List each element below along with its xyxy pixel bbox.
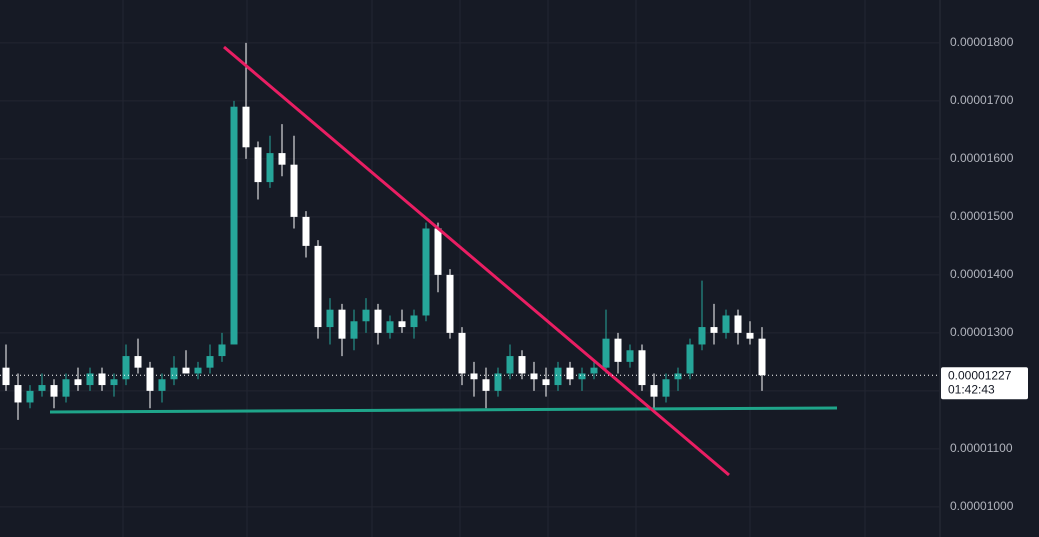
candle-body — [254, 147, 262, 183]
candle-body — [494, 373, 502, 391]
y-tick-label: 0.00001800 — [950, 35, 1014, 49]
candle-body — [26, 390, 34, 403]
candle-body — [686, 344, 694, 374]
candle-body — [182, 367, 190, 374]
candle-body — [542, 379, 550, 386]
support-trendline — [49, 406, 838, 414]
y-tick-label: 0.00001300 — [950, 325, 1014, 339]
y-tick-label: 0.00001100 — [950, 441, 1013, 455]
candle-body — [14, 385, 22, 403]
y-tick-label: 0.00001400 — [950, 267, 1014, 281]
candle-body — [650, 385, 658, 397]
y-tick-label: 0.00001000 — [950, 499, 1014, 513]
candle-body — [626, 350, 634, 362]
candle-body — [158, 379, 166, 391]
candle-body — [266, 153, 274, 183]
resistance-trendline — [223, 45, 730, 477]
candle-body — [374, 309, 382, 333]
candle-body — [590, 367, 598, 374]
candle-body — [470, 373, 478, 380]
last-price-box — [941, 367, 1028, 400]
y-tick-label: 0.00001700 — [950, 93, 1014, 107]
candle-body — [530, 373, 538, 380]
candle-body — [302, 216, 310, 246]
candle-body — [146, 367, 154, 391]
candle-body — [110, 379, 118, 386]
candle-body — [434, 228, 442, 275]
candle-body — [170, 367, 178, 380]
candle-body — [218, 344, 226, 357]
candle-body — [50, 385, 58, 397]
candle-body — [614, 338, 622, 362]
candle-body — [758, 338, 766, 376]
candle-body — [386, 321, 394, 333]
candle-body — [638, 350, 646, 386]
candle-body — [74, 379, 82, 386]
candle-body — [410, 315, 418, 328]
candles — [2, 42, 766, 420]
y-tick-label: 0.00001500 — [950, 209, 1014, 223]
candle-body — [230, 106, 238, 345]
y-tick-label: 0.00001600 — [950, 151, 1014, 165]
countdown-label: 01:42:43 — [948, 382, 995, 396]
candle-body — [578, 373, 586, 380]
grid: 0.000010000.000011000.000012000.00001300… — [0, 35, 1014, 513]
candle-body — [38, 385, 46, 391]
candle-body — [506, 356, 514, 374]
candle-body — [338, 309, 346, 339]
candle-body — [722, 315, 730, 333]
candle-body — [518, 356, 526, 374]
candle-body — [458, 332, 466, 374]
candle-body — [398, 321, 406, 328]
candle-body — [422, 228, 430, 316]
candle-body — [698, 327, 706, 345]
candle-body — [62, 379, 70, 397]
candle-body — [566, 367, 574, 380]
candle-body — [290, 164, 298, 217]
candle-body — [206, 356, 214, 368]
candle-body — [2, 367, 10, 386]
candle-body — [602, 338, 610, 368]
candle-body — [326, 309, 334, 328]
last-price-label: 0.00001227 — [948, 368, 1012, 382]
candle-body — [242, 106, 250, 148]
candle-body — [350, 321, 358, 339]
candle-body — [662, 379, 670, 397]
candle-body — [314, 245, 322, 328]
candle-body — [362, 309, 370, 322]
candle-body — [710, 327, 718, 333]
candle-body — [554, 367, 562, 386]
candle-body — [86, 373, 94, 386]
candle-body — [746, 332, 754, 339]
candle-body — [122, 356, 130, 380]
candle-body — [674, 373, 682, 380]
candle-body — [194, 367, 202, 374]
candle-body — [482, 379, 490, 391]
candle-body — [98, 373, 106, 386]
vertical-grid — [122, 0, 866, 537]
candle-body — [446, 274, 454, 333]
candle-body — [134, 356, 142, 368]
candle-body — [734, 315, 742, 333]
candle-body — [278, 153, 286, 165]
